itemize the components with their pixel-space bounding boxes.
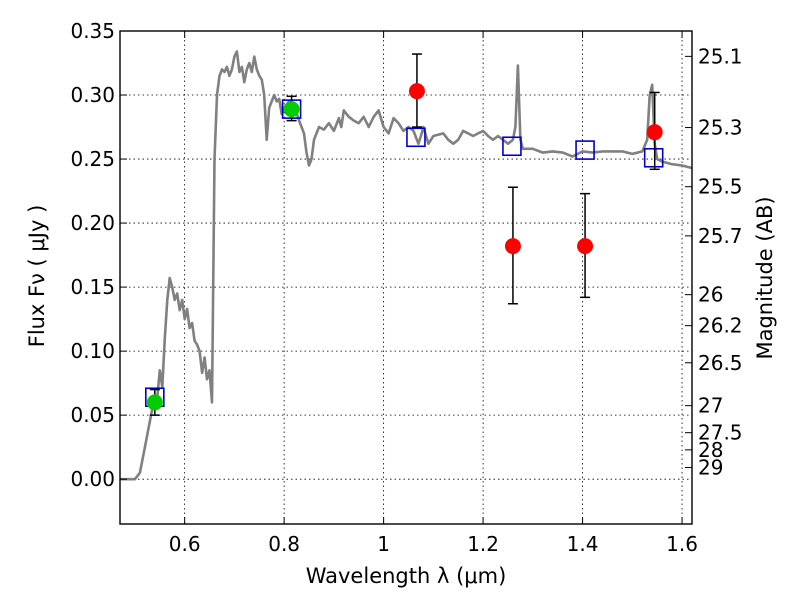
data-point: [577, 238, 594, 255]
y-tick-label: 0.00: [70, 467, 115, 491]
data-point: [408, 83, 425, 100]
model-band-square: [406, 127, 426, 148]
y2-tick-label: 25.7: [698, 224, 743, 248]
model-band-square: [575, 140, 595, 160]
y2-axis-label: Magnitude (AB): [753, 196, 777, 359]
data-point: [504, 238, 521, 255]
y2-tick-label: 27.5: [698, 421, 743, 445]
plot-frame: [119, 30, 693, 525]
data-point: [646, 124, 663, 141]
y-tick-label: 0.10: [70, 339, 115, 363]
y2-tick-label: 25.1: [698, 44, 743, 68]
x-tick-label: 1.2: [467, 532, 499, 556]
y2-tick-label: 26.5: [698, 351, 743, 375]
y-tick-label: 0.25: [70, 147, 115, 171]
x-tick-label: 1.6: [666, 532, 698, 556]
data-point: [283, 101, 300, 118]
x-axis-label: Wavelength λ (μm): [306, 564, 507, 588]
y2-tick-label: 27: [698, 394, 723, 418]
y2-tick-label: 29: [698, 456, 723, 480]
data-point: [146, 394, 163, 411]
x-tick-label: 1: [377, 532, 390, 556]
y-axis-label: Flux Fν ( μJy ): [25, 205, 49, 348]
y-tick-label: 0.30: [70, 83, 115, 107]
y-tick-labels: 0.00 0.05 0.10 0.15 0.20 0.25 0.30 0.35: [70, 19, 115, 491]
y-tick-label: 0.05: [70, 403, 115, 427]
y2-tick-label: 25.3: [698, 116, 743, 140]
grid-lines: [120, 30, 692, 524]
x-tick-label: 0.8: [268, 532, 300, 556]
y-tick-label: 0.15: [70, 275, 115, 299]
model-band-square: [502, 136, 522, 157]
y2-tick-label: 26.2: [698, 314, 743, 338]
y2-tick-label: 25.5: [698, 175, 743, 199]
y-tick-label: 0.20: [70, 211, 115, 235]
x-tick-labels: 0.6 0.8 1 1.2 1.4 1.6: [169, 532, 698, 556]
y2-tick-label: 28: [698, 438, 723, 462]
y2-tick-label: 26: [698, 283, 723, 307]
x-tick-label: 1.4: [567, 532, 599, 556]
y-tick-label: 0.35: [70, 19, 115, 43]
x-tick-label: 0.6: [169, 532, 201, 556]
model-band-square: [643, 147, 664, 168]
axis-ticks: [120, 30, 692, 524]
points-layer: [145, 53, 664, 416]
